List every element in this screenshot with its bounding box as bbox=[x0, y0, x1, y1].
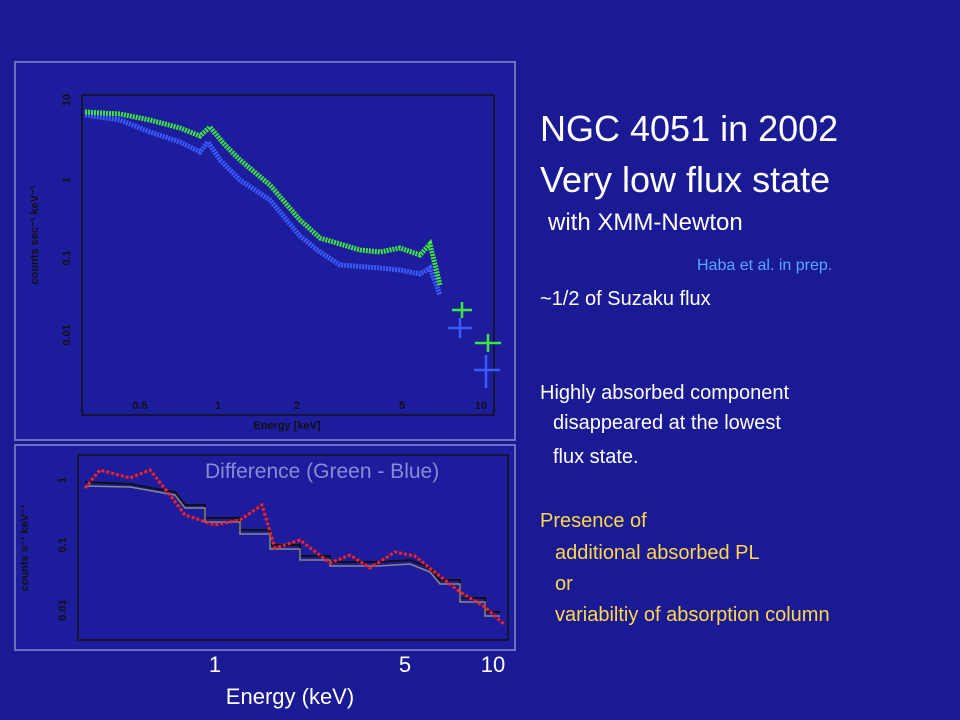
y-tick-label: 1 bbox=[61, 177, 73, 183]
x-tick-label: 10 bbox=[481, 652, 505, 677]
blue-spectrum bbox=[84, 112, 443, 296]
green-crosses bbox=[452, 302, 501, 352]
y-tick-label: 0.1 bbox=[57, 537, 69, 552]
highlight-line: additional absorbed PL bbox=[555, 542, 760, 564]
bottom-plot-frame bbox=[77, 454, 509, 641]
subtitle: with XMM-Newton bbox=[547, 209, 743, 236]
x-tick-label: 1 bbox=[209, 652, 221, 677]
top-plot-frame bbox=[81, 94, 495, 416]
y-axis-label: counts sec⁻¹ keV⁻¹ bbox=[29, 185, 41, 284]
top-plot-panel bbox=[14, 61, 516, 441]
blue-crosses bbox=[448, 318, 500, 388]
y-tick-label: 0.1 bbox=[61, 250, 73, 265]
y-tick-label: 0.01 bbox=[57, 599, 69, 620]
x-tick-label: 5 bbox=[399, 652, 411, 677]
annotation: Difference (Green - Blue) bbox=[205, 460, 439, 483]
paragraph-line: disappeared at the lowest bbox=[553, 412, 781, 434]
x-tick-label: 10 bbox=[475, 400, 487, 412]
reference: Haba et al. in prep. bbox=[697, 257, 832, 274]
y-tick-label: 1 bbox=[57, 477, 69, 483]
x-tick-label: 0.5 bbox=[132, 400, 147, 412]
y-tick-label: 10 bbox=[61, 94, 73, 106]
title: Very low flux state bbox=[540, 159, 830, 200]
note: ~1/2 of Suzaku flux bbox=[540, 288, 711, 310]
paragraph-line: flux state. bbox=[553, 446, 639, 468]
x-tick-label: 1 bbox=[215, 400, 221, 412]
highlight-line: or bbox=[555, 573, 573, 595]
y-axis-label: counts s⁻¹ keV⁻¹ bbox=[19, 504, 31, 591]
highlight-line: variabiltiy of absorption column bbox=[555, 604, 830, 626]
title: NGC 4051 in 2002 bbox=[540, 108, 838, 149]
x-axis-label: Energy [keV] bbox=[253, 420, 321, 432]
x-tick-label: 5 bbox=[399, 400, 405, 412]
highlight-line: Presence of bbox=[540, 510, 647, 532]
red-difference bbox=[83, 468, 507, 627]
x-axis-label: Energy (keV) bbox=[226, 684, 354, 709]
paragraph-line: Highly absorbed component bbox=[540, 382, 789, 404]
y-tick-label: 0.01 bbox=[61, 324, 73, 345]
x-tick-label: 2 bbox=[294, 400, 300, 412]
model-line bbox=[84, 485, 500, 617]
bottom-plot-panel bbox=[14, 444, 516, 651]
